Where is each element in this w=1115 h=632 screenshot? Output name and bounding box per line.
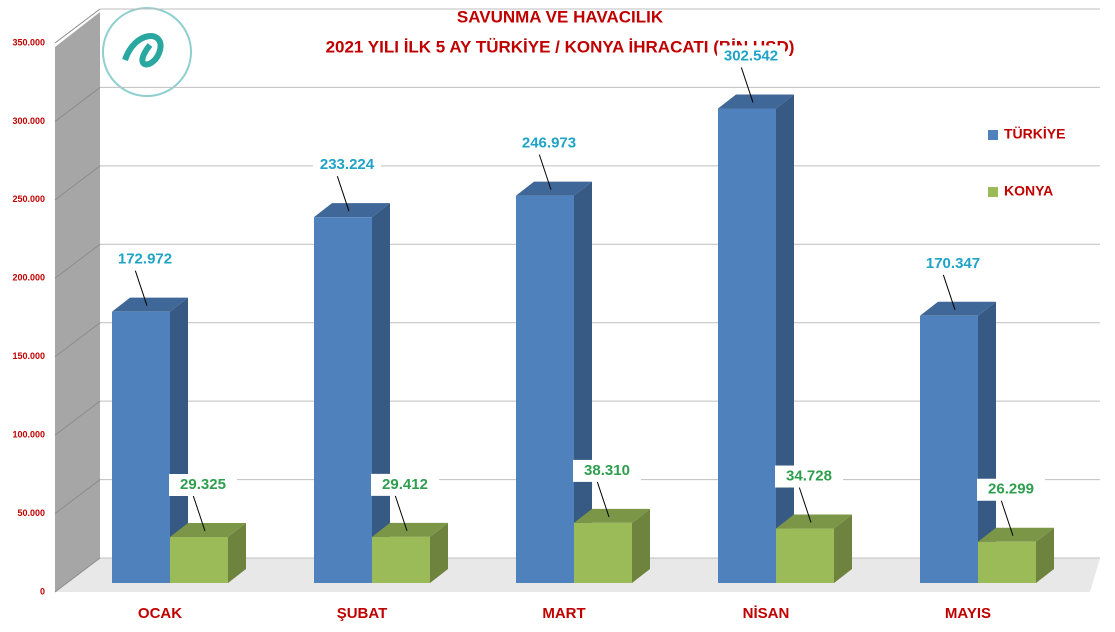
bar <box>920 315 978 583</box>
bar <box>574 522 632 583</box>
bar-top <box>978 527 1054 542</box>
leader-line <box>134 269 148 306</box>
bar-side <box>170 297 188 583</box>
bar-side <box>776 94 794 584</box>
bar <box>718 108 776 584</box>
leader-line <box>596 480 610 518</box>
y-tick-label: 0 <box>40 586 45 596</box>
chart-subtitle: 2021 YILI İLK 5 AY TÜRKİYE / KONYA İHRAC… <box>326 37 795 56</box>
y-tick-label: 150.000 <box>12 351 45 361</box>
legend-label: KONYA <box>1004 183 1053 199</box>
leader-line <box>538 153 552 190</box>
bar-top <box>920 301 996 316</box>
bar-side <box>1036 527 1054 583</box>
legend-swatch <box>988 130 998 140</box>
x-tick-label: NİSAN <box>743 605 790 622</box>
leader-line <box>336 175 350 212</box>
value-label: 246.973 <box>522 135 576 152</box>
bar <box>112 311 170 583</box>
wall-grid-line <box>54 322 101 358</box>
bar <box>314 217 372 583</box>
wall-grid-line <box>54 400 101 436</box>
bar-top <box>516 181 592 196</box>
bar-side <box>430 522 448 583</box>
wall-grid-line <box>54 243 101 279</box>
bar <box>372 536 430 583</box>
x-tick-label: MAYIS <box>945 605 991 622</box>
legend-label: TÜRKİYE <box>1004 126 1065 142</box>
bar <box>776 528 834 583</box>
bar <box>978 541 1036 583</box>
bar-top <box>372 522 448 537</box>
y-tick-label: 350.000 <box>12 37 45 47</box>
value-label: 29.325 <box>180 476 226 493</box>
y-tick-label: 250.000 <box>12 194 45 204</box>
wall-grid-line <box>54 165 101 201</box>
value-label: 172.972 <box>118 251 172 268</box>
leader-line <box>192 494 206 532</box>
bar-side <box>978 301 996 583</box>
wall-grid-line <box>54 557 101 593</box>
bar <box>170 537 228 583</box>
legend-swatch <box>988 187 998 197</box>
x-tick-label: MART <box>542 605 585 622</box>
wall-grid-line <box>54 479 101 514</box>
y-tick-label: 200.000 <box>12 273 45 283</box>
leader-line <box>1000 499 1014 536</box>
value-label: 38.310 <box>584 462 630 479</box>
wall-grid-line <box>54 8 101 44</box>
bar-side <box>228 523 246 583</box>
y-tick-label: 100.000 <box>12 430 45 440</box>
y-tick-label: 300.000 <box>12 116 45 126</box>
logo-swirl <box>122 33 164 68</box>
leader-line <box>798 486 812 523</box>
bar-top <box>776 514 852 529</box>
value-label-box <box>371 473 439 496</box>
bar-top <box>574 508 650 523</box>
value-label-box <box>573 459 641 482</box>
chart-title: SAVUNMA VE HAVACILIK <box>457 7 664 26</box>
wall-grid-line <box>54 87 101 122</box>
bar <box>516 195 574 583</box>
bar-top <box>112 297 188 312</box>
value-label: 233.224 <box>320 156 375 173</box>
value-label: 26.299 <box>988 481 1034 498</box>
leader-line <box>740 66 754 103</box>
bar-top <box>718 94 794 109</box>
value-label: 34.728 <box>786 467 832 484</box>
value-label: 302.542 <box>724 47 778 64</box>
value-label-box <box>977 478 1045 501</box>
logo <box>102 7 192 97</box>
value-label-box <box>515 132 583 155</box>
value-label-box <box>717 45 785 68</box>
value-label: 29.412 <box>382 476 428 493</box>
x-tick-label: OCAK <box>138 605 182 622</box>
value-label: 170.347 <box>926 255 980 272</box>
x-tick-label: ŞUBAT <box>337 605 388 622</box>
y-tick-label: 50.000 <box>17 508 45 518</box>
value-label-box <box>313 154 381 177</box>
leader-line <box>394 494 408 532</box>
bar-top <box>314 203 390 218</box>
bar-side <box>574 181 592 583</box>
bar-side <box>632 508 650 583</box>
value-label-box <box>775 465 843 488</box>
value-label-box <box>111 248 179 271</box>
bar-top <box>170 523 246 538</box>
value-label-box <box>169 474 237 497</box>
leader-line <box>942 273 956 310</box>
value-label-box <box>919 252 987 275</box>
left-wall <box>55 12 100 592</box>
bar-side <box>834 514 852 583</box>
